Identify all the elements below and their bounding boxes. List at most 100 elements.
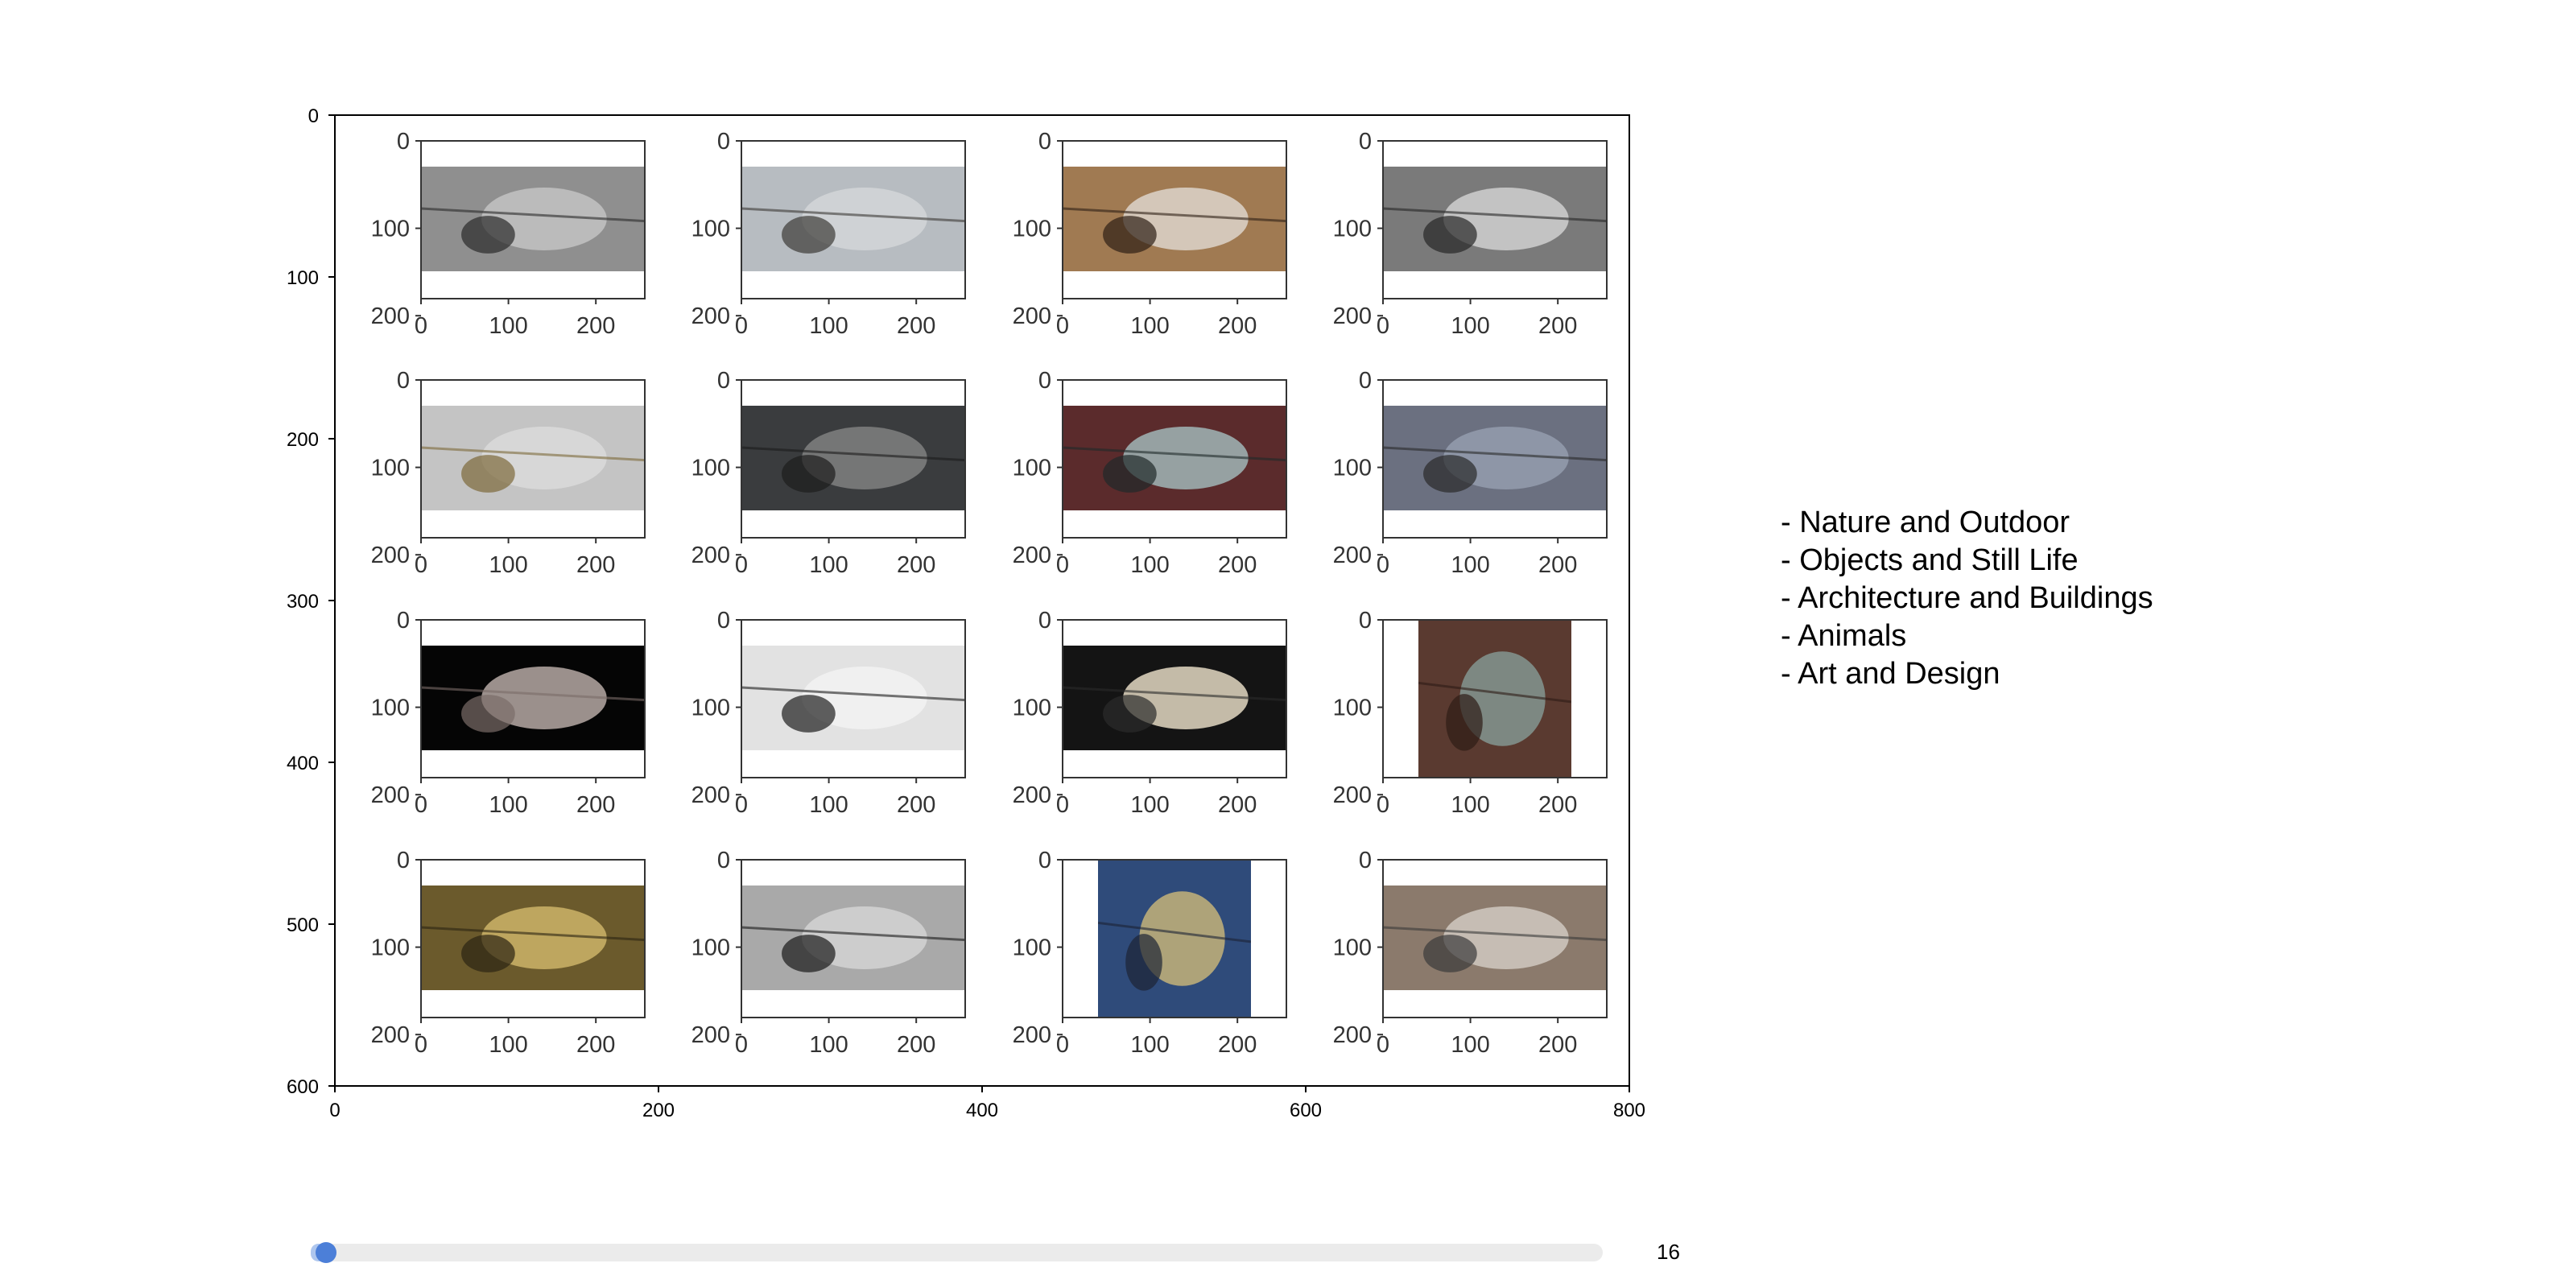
inner-x-tick-label: 100 <box>1451 792 1489 818</box>
inner-y-tick-label: 200 <box>1333 303 1372 329</box>
inner-y-tick-label: 0 <box>1038 129 1051 155</box>
photo-shadow <box>1423 216 1477 254</box>
inner-x-tick-label: 100 <box>489 792 527 818</box>
inner-x-tick-label: 200 <box>1538 792 1577 818</box>
inner-x-tick-label: 100 <box>1130 1032 1169 1058</box>
thumbnail-frame <box>741 619 966 778</box>
inner-x-tick-label: 0 <box>1056 313 1069 339</box>
inner-x-tick-label: 200 <box>1218 552 1257 578</box>
inner-x-tick-label: 100 <box>489 1032 527 1058</box>
inner-x-tick-label: 200 <box>576 792 615 818</box>
inner-y-tick-label: 100 <box>371 217 410 242</box>
thumbnail-frame <box>1382 140 1608 299</box>
photo-stroke <box>741 207 965 223</box>
inner-y-tick-label: 200 <box>371 782 410 808</box>
inner-y-tick-label: 100 <box>691 217 730 242</box>
photo-stroke <box>1063 446 1286 462</box>
inner-y-tick-label: 0 <box>1359 129 1372 155</box>
inner-y-tick-label: 100 <box>691 696 730 721</box>
legend-item-architecture: - Architecture and Buildings <box>1781 581 2153 615</box>
inner-x-tick-label: 0 <box>415 313 427 339</box>
inner-y-tick-label: 200 <box>1333 543 1372 568</box>
outer-x-tick-label: 600 <box>1290 1100 1322 1121</box>
inner-x-tick-label: 200 <box>576 552 615 578</box>
inner-x-tick-label: 100 <box>1451 552 1489 578</box>
thumbnail-frame <box>420 379 646 539</box>
inner-y-tick-label: 200 <box>1333 782 1372 808</box>
outer-x-tick-label: 800 <box>1613 1100 1645 1121</box>
legend-item-animals: - Animals <box>1781 619 1907 653</box>
inner-y-tick-label: 0 <box>397 848 410 873</box>
inner-x-tick-label: 0 <box>735 552 748 578</box>
inner-y-tick-label: 200 <box>371 303 410 329</box>
slider-handle[interactable] <box>316 1242 337 1263</box>
thumbnail-photo <box>1063 646 1286 750</box>
inner-y-tick-label: 200 <box>691 303 730 329</box>
thumbnail-photo <box>1383 406 1607 510</box>
inner-y-tick-label: 0 <box>397 129 410 155</box>
photo-stroke <box>1418 681 1571 704</box>
inner-y-tick-label: 100 <box>1013 217 1051 242</box>
inner-x-tick-label: 200 <box>1538 552 1577 578</box>
inner-y-tick-label: 200 <box>1013 303 1051 329</box>
inner-x-tick-label: 0 <box>735 1032 748 1058</box>
inner-x-tick-label: 200 <box>1218 1032 1257 1058</box>
photo-shadow <box>461 455 515 493</box>
thumbnail-photo <box>741 646 965 750</box>
inner-x-tick-label: 100 <box>809 792 848 818</box>
inner-y-tick-label: 200 <box>1013 543 1051 568</box>
inner-x-tick-label: 200 <box>897 552 935 578</box>
inner-y-tick-label: 200 <box>1333 1022 1372 1048</box>
inner-y-tick-label: 200 <box>371 543 410 568</box>
inner-y-tick-label: 0 <box>717 848 730 873</box>
outer-y-tick-label: 500 <box>287 914 319 936</box>
inner-y-tick-label: 200 <box>691 1022 730 1048</box>
thumbnail-photo <box>421 886 645 990</box>
thumbnail-photo <box>1063 167 1286 271</box>
inner-y-tick-label: 200 <box>691 782 730 808</box>
inner-x-tick-label: 0 <box>735 792 748 818</box>
inner-x-tick-label: 0 <box>415 552 427 578</box>
inner-x-tick-label: 200 <box>1538 1032 1577 1058</box>
photo-stroke <box>1098 921 1251 943</box>
inner-x-tick-label: 200 <box>576 313 615 339</box>
thumbnail-photo <box>741 886 965 990</box>
photo-stroke <box>421 686 645 702</box>
photo-stroke <box>1063 207 1286 223</box>
thumbnail-photo <box>741 167 965 271</box>
thumbnail-photo <box>421 167 645 271</box>
photo-stroke <box>421 926 645 942</box>
inner-x-tick-label: 0 <box>1377 792 1389 818</box>
legend-item-objects: - Objects and Still Life <box>1781 543 2079 577</box>
photo-shadow <box>1103 216 1157 254</box>
photo-shadow <box>461 216 515 254</box>
inner-y-tick-label: 0 <box>397 608 410 634</box>
legend-item-nature: - Nature and Outdoor <box>1781 506 2070 539</box>
inner-x-tick-label: 0 <box>1377 552 1389 578</box>
photo-stroke <box>1383 446 1607 462</box>
image-count-slider[interactable] <box>311 1242 1603 1263</box>
thumbnail-frame <box>1062 379 1287 539</box>
inner-y-tick-label: 100 <box>1333 456 1372 481</box>
inner-y-tick-label: 0 <box>1038 608 1051 634</box>
outer-y-tick-label: 200 <box>287 429 319 451</box>
inner-y-tick-label: 100 <box>1013 935 1051 961</box>
outer-x-tick-label: 0 <box>329 1100 340 1121</box>
inner-x-tick-label: 0 <box>1056 792 1069 818</box>
inner-y-tick-label: 100 <box>1013 696 1051 721</box>
photo-stroke <box>421 207 645 223</box>
outer-x-tick-label: 400 <box>966 1100 998 1121</box>
thumbnail-frame <box>1382 379 1608 539</box>
thumbnail-photo <box>1418 620 1571 778</box>
thumbnail-photo <box>741 406 965 510</box>
